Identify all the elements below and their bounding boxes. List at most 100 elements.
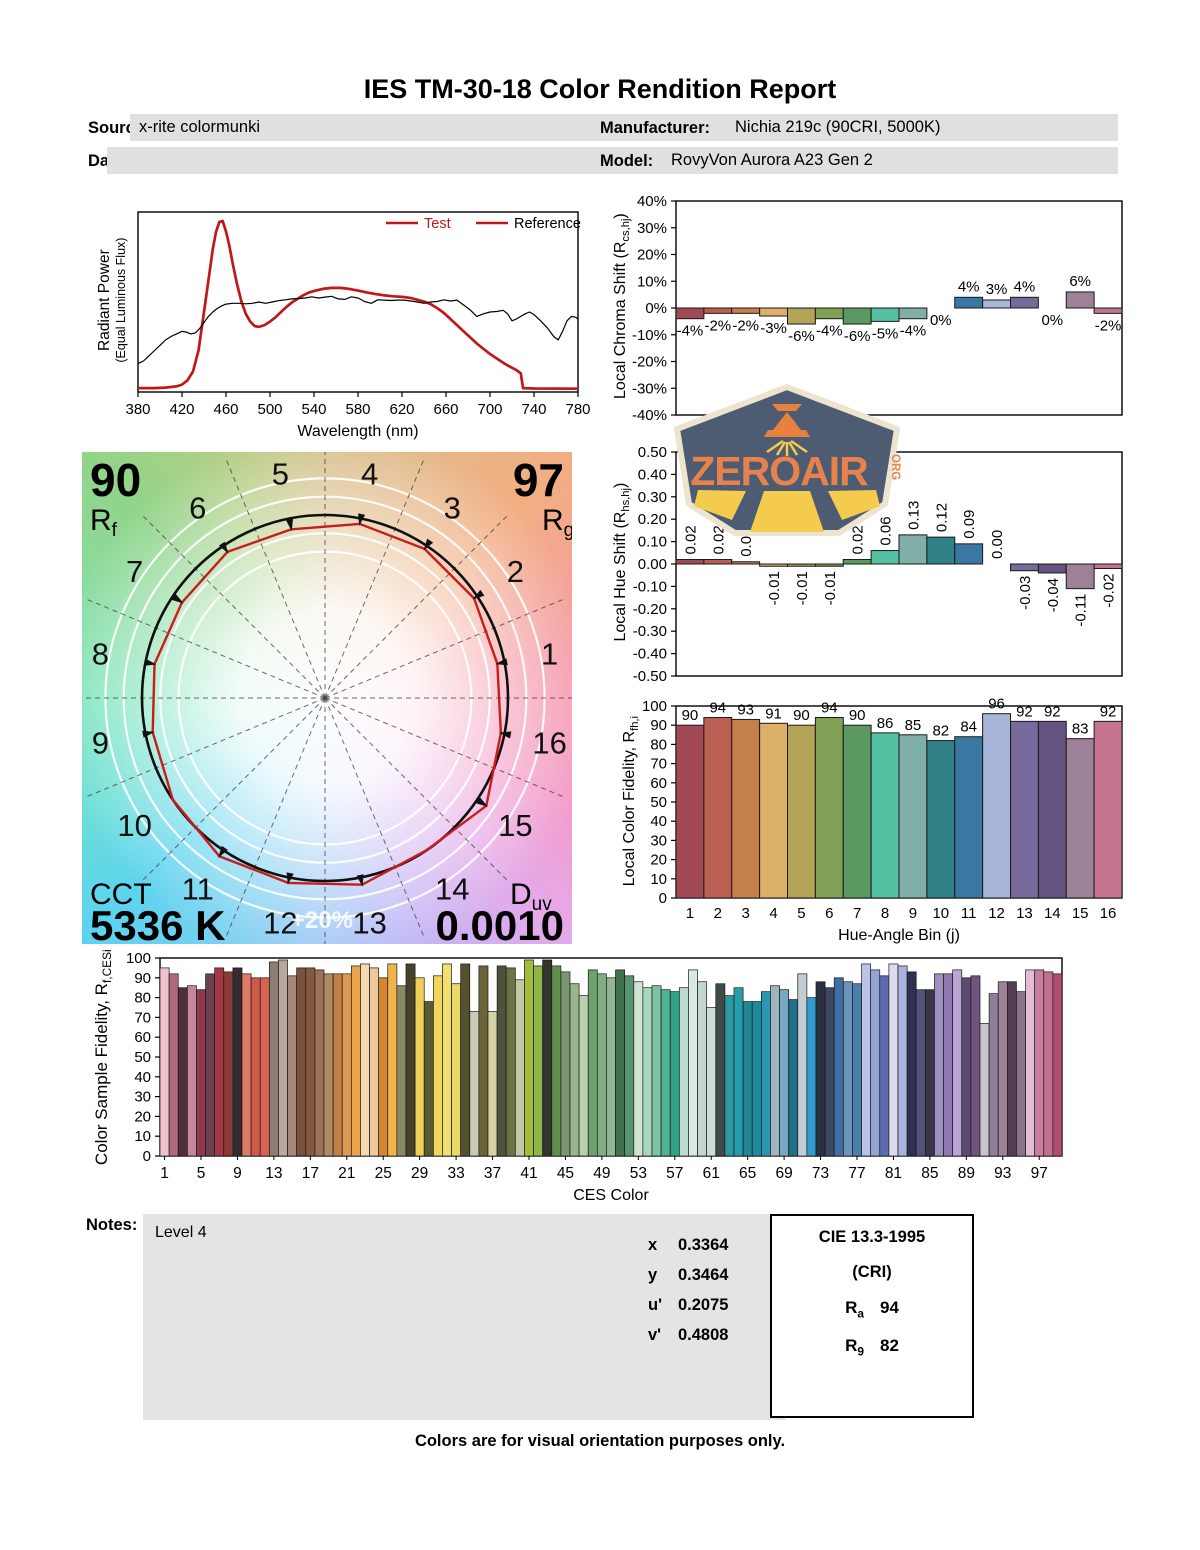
svg-text:86: 86 (877, 715, 894, 732)
svg-text:90: 90 (793, 707, 810, 724)
svg-text:-30%: -30% (632, 380, 667, 397)
svg-text:4%: 4% (958, 278, 980, 295)
svg-text:0.0010: 0.0010 (436, 902, 564, 944)
chromaticity-y: y 0.3464 (648, 1266, 729, 1284)
svg-text:-4%: -4% (900, 323, 927, 340)
svg-text:17: 17 (302, 1165, 319, 1182)
svg-text:420: 420 (169, 401, 194, 418)
svg-text:3%: 3% (986, 281, 1008, 298)
svg-text:100: 100 (126, 950, 151, 967)
svg-text:30: 30 (650, 832, 667, 849)
chromaticity-u: u' 0.2075 (648, 1296, 729, 1314)
svg-text:70: 70 (650, 756, 667, 773)
spd-ylabel: Radiant Power (Equal Luminous Flux) (95, 237, 128, 363)
svg-text:84: 84 (960, 719, 977, 736)
svg-text:91: 91 (765, 705, 782, 722)
svg-text:620: 620 (389, 401, 414, 418)
svg-text:-0.03: -0.03 (1017, 576, 1034, 610)
svg-text:-20%: -20% (632, 354, 667, 371)
svg-text:90: 90 (849, 707, 866, 724)
lantern-rays (766, 439, 808, 456)
ces-ylabel: Color Sample Fidelity, Rf,CESi (91, 949, 115, 1166)
svg-text:29: 29 (411, 1165, 428, 1182)
svg-text:11: 11 (182, 871, 214, 906)
svg-text:6%: 6% (1069, 273, 1091, 290)
svg-text:0%: 0% (645, 300, 667, 317)
svg-text:Reference: Reference (514, 216, 581, 232)
svg-text:12: 12 (988, 905, 1005, 922)
cri-box: CIE 13.3-1995 (CRI) Ra 94 R9 82 (770, 1214, 974, 1418)
svg-text:660: 660 (433, 401, 458, 418)
svg-text:Test: Test (424, 216, 451, 232)
svg-text:41: 41 (520, 1165, 537, 1182)
svg-text:9: 9 (92, 726, 109, 761)
svg-text:700: 700 (477, 401, 502, 418)
cri-subtitle: (CRI) (852, 1263, 892, 1281)
spd-chart: 380 420 460 500 540 580 620 660 700 740 780 Wavelen… (125, 211, 591, 440)
svg-text:-0.50: -0.50 (633, 668, 667, 685)
svg-text:0.00: 0.00 (638, 556, 667, 573)
svg-text:1: 1 (160, 1165, 169, 1182)
svg-text:Hue-Angle Bin (j): Hue-Angle Bin (j) (838, 927, 960, 944)
svg-text:90: 90 (682, 707, 699, 724)
svg-text:-0.04: -0.04 (1045, 578, 1062, 612)
svg-text:0.10: 0.10 (638, 534, 667, 551)
footer-note: Colors are for visual orientation purpos… (414, 1432, 786, 1450)
svg-text:61: 61 (703, 1165, 720, 1182)
svg-text:15: 15 (498, 808, 532, 843)
svg-text:21: 21 (338, 1165, 355, 1182)
local-chroma-shift-chart: -40%-30%-20%-10%0%10%20%30%40%-4% -2% -2% -… (632, 193, 1123, 424)
svg-text:-0.01: -0.01 (766, 571, 783, 605)
svg-text:5: 5 (197, 1165, 206, 1182)
svg-text:92: 92 (1044, 703, 1061, 720)
cri-title: CIE 13.3-1995 (818, 1228, 926, 1246)
svg-text:14: 14 (1044, 905, 1061, 922)
svg-text:-3%: -3% (760, 320, 787, 337)
svg-text:-5%: -5% (872, 325, 899, 342)
svg-text:85: 85 (921, 1165, 938, 1182)
svg-text:57: 57 (666, 1165, 683, 1182)
svg-text:53: 53 (630, 1165, 647, 1182)
svg-text:20%: 20% (637, 247, 667, 264)
svg-text:-0.11: -0.11 (1073, 594, 1090, 627)
svg-text:0.30: 0.30 (638, 489, 667, 506)
notes-label: Notes: (86, 1216, 138, 1234)
svg-text:Rf: Rf (90, 504, 118, 541)
svg-text:8: 8 (92, 636, 109, 671)
svg-text:81: 81 (885, 1165, 902, 1182)
svg-text:97: 97 (1031, 1165, 1048, 1182)
svg-text:-4%: -4% (677, 323, 704, 340)
model-value: RovyVon Aurora A23 Gen 2 (662, 147, 1118, 174)
svg-text:0%: 0% (930, 312, 952, 329)
svg-text:-2%: -2% (1095, 317, 1122, 334)
svg-text:0%: 0% (1041, 312, 1063, 329)
svg-text:25: 25 (375, 1165, 392, 1182)
svg-text:60: 60 (134, 1029, 151, 1046)
svg-text:14: 14 (435, 871, 469, 906)
svg-text:90: 90 (90, 454, 141, 506)
svg-text:10: 10 (117, 808, 151, 843)
svg-text:45: 45 (557, 1165, 574, 1182)
manufacturer-label: Manufacturer: (600, 119, 711, 137)
svg-text:580: 580 (345, 401, 370, 418)
svg-text:-0.01: -0.01 (822, 571, 839, 605)
svg-text:0.02: 0.02 (710, 525, 727, 554)
svg-text:92: 92 (1016, 703, 1033, 720)
svg-text:90: 90 (650, 717, 667, 734)
svg-text:-0.40: -0.40 (633, 646, 667, 663)
svg-text:-6%: -6% (788, 328, 815, 345)
svg-text:CES Color: CES Color (573, 1187, 649, 1204)
local-hue-shift-chart: -0.50 -0.40 -0.30 -0.20 -0.10 0.00 0.10 0.20 0.3… (633, 444, 1123, 685)
color-vector-graphic: 1 2 3 4 5 6 7 8 9 10 11 12 13 14 15 16 90 Rf 97 Rg CCT 5336 K… (82, 452, 572, 944)
localfid-ylabel: Local Color Fidelity, Rfh,i (620, 715, 642, 887)
svg-text:7: 7 (126, 554, 143, 589)
zeroair-watermark: ZEROAIR ORG (674, 384, 901, 536)
svg-text:5336 K: 5336 K (90, 902, 225, 944)
page-title: IES TM-30-18 Color Rendition Report (363, 74, 837, 104)
svg-text:70: 70 (134, 1009, 151, 1026)
svg-text:0.12: 0.12 (933, 503, 950, 532)
svg-text:4%: 4% (1014, 278, 1036, 295)
svg-text:0: 0 (143, 1148, 151, 1165)
